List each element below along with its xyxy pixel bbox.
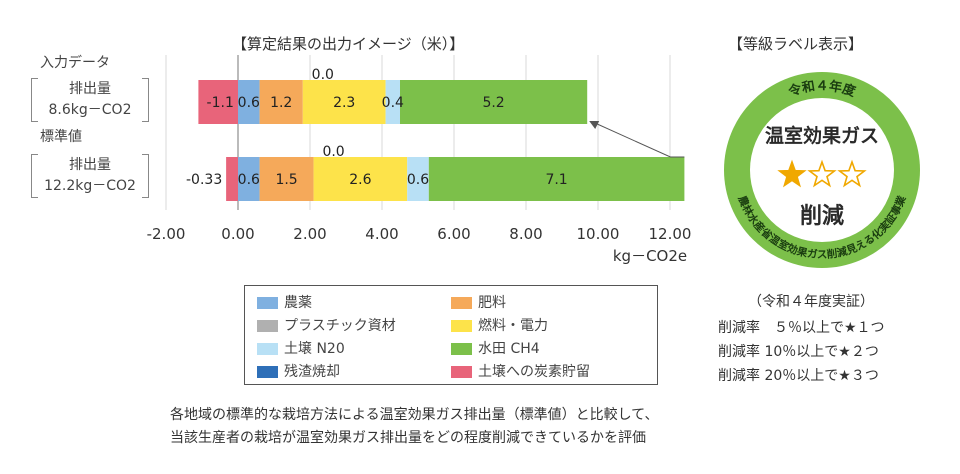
bar-segment <box>238 80 260 124</box>
bar-segment <box>385 80 400 124</box>
bar-segment <box>302 80 386 124</box>
data-label: 0.6 <box>407 172 429 188</box>
bar-segment <box>198 80 238 124</box>
legend-label: 土壌への炭素貯留 <box>478 364 590 380</box>
legend-item: 肥料 <box>451 292 506 312</box>
bar-segment <box>238 157 260 201</box>
legend-swatch <box>257 320 278 332</box>
star-empty-icon <box>807 159 837 188</box>
legend-swatch <box>451 343 472 355</box>
legend-swatch <box>451 366 472 378</box>
data-label: 1.5 <box>275 172 297 188</box>
bar-segment <box>313 157 408 201</box>
x-tick-label: 8.00 <box>509 225 542 243</box>
legend-label: 水田 CH4 <box>478 341 540 357</box>
row-group-standard: 標準値 <box>40 129 82 145</box>
x-tick-label: 6.00 <box>437 225 470 243</box>
grade-label-badge: 令和４年度 農林水産省温室効果ガス削減見える化実証事業 温室効果ガス 削減 <box>724 72 920 268</box>
legend-item: 残渣焼却 <box>257 361 340 381</box>
row-bracket-right <box>142 78 149 122</box>
legend-label: プラスチック資材 <box>284 318 396 334</box>
row-input-line2: 8.6kg－CO2 <box>48 102 132 118</box>
x-tick-label: -2.00 <box>147 225 186 243</box>
criteria-line-1: 削減率 ５％以上で★１つ <box>718 320 885 336</box>
badge-main-text: 温室効果ガス <box>765 124 879 147</box>
legend: 農薬 肥料プラスチック資材 燃料・電力土壌 N20 水田 CH4 残渣焼却 土壌への炭素貯… <box>244 285 658 385</box>
legend-swatch <box>257 297 278 309</box>
criteria-line-2: 削減率 10％以上で★２つ <box>718 344 879 360</box>
bar-segment <box>226 157 238 201</box>
badge-year-text: 令和４年度 <box>786 78 858 100</box>
legend-swatch <box>257 343 278 355</box>
legend-label: 肥料 <box>478 295 506 311</box>
bar-segment <box>400 80 588 124</box>
caption-line-2: 当該生産者の栽培が温室効果ガス排出量をどの程度削減できているかを評価 <box>170 430 646 446</box>
row-group-input: 入力データ <box>40 55 110 71</box>
bar-segment <box>407 157 429 201</box>
data-label: 5.2 <box>482 95 504 111</box>
data-label: 0.6 <box>238 95 260 111</box>
star-filled-icon <box>777 159 807 188</box>
legend-label: 残渣焼却 <box>284 364 340 380</box>
criteria-line-3: 削減率 20％以上で★３つ <box>718 368 879 384</box>
comparison-arrow <box>596 123 685 158</box>
comparison-arrowhead <box>589 121 600 129</box>
data-label: 1.2 <box>270 95 292 111</box>
bar-segment <box>259 80 303 124</box>
data-label: -0.33 <box>186 172 222 188</box>
bar-segment <box>259 157 314 201</box>
data-label: 0.6 <box>238 172 260 188</box>
bar-segment <box>428 157 685 201</box>
legend-item: 農薬 <box>257 292 312 312</box>
legend-label: 燃料・電力 <box>478 318 548 334</box>
chart-title: 【算定結果の出力イメージ（米）】 <box>232 35 465 53</box>
data-label: 0.0 <box>322 144 344 160</box>
data-label: 7.1 <box>545 172 567 188</box>
row-bracket-left <box>31 78 38 122</box>
x-tick-label: 10.00 <box>577 225 620 243</box>
x-tick-label: 2.00 <box>293 225 326 243</box>
legend-item: 水田 CH4 <box>451 338 540 358</box>
data-label: 0.0 <box>312 67 334 83</box>
legend-item: プラスチック資材 <box>257 315 396 335</box>
criteria-title: （令和４年度実証） <box>748 294 874 310</box>
label-title: 【等級ラベル表示】 <box>728 35 864 53</box>
data-label: 2.3 <box>333 95 355 111</box>
row-input-line1: 排出量 <box>69 81 111 97</box>
data-label: 2.6 <box>349 172 371 188</box>
legend-label: 土壌 N20 <box>284 341 345 357</box>
data-label: -1.1 <box>207 95 234 111</box>
legend-swatch <box>451 320 472 332</box>
legend-swatch <box>257 366 278 378</box>
star-empty-icon <box>837 159 867 188</box>
data-label: 0.4 <box>382 95 404 111</box>
row-bracket-right <box>142 154 149 198</box>
x-tick-label: 0.00 <box>221 225 254 243</box>
legend-item: 燃料・電力 <box>451 315 548 335</box>
row-standard-line1: 排出量 <box>69 157 111 173</box>
stacked-bar-chart: -1.1 0.6 1.20.02.3 0.4 5.2-0.33 0.6 1.50.02.6 0… <box>147 55 692 265</box>
legend-label: 農薬 <box>284 295 312 311</box>
legend-swatch <box>451 297 472 309</box>
x-tick-label: 4.00 <box>365 225 398 243</box>
x-tick-label: 12.00 <box>649 225 692 243</box>
caption-line-1: 各地域の標準的な栽培方法による温室効果ガス排出量（標準値）と比較して、 <box>170 407 659 423</box>
legend-item: 土壌 N20 <box>257 338 345 358</box>
badge-reduce-text: 削減 <box>800 204 844 229</box>
legend-item: 土壌への炭素貯留 <box>451 361 590 381</box>
row-standard-line2: 12.2kg－CO2 <box>44 178 136 194</box>
x-axis-label: kg－CO2e <box>613 247 687 265</box>
row-bracket-left <box>31 154 38 198</box>
